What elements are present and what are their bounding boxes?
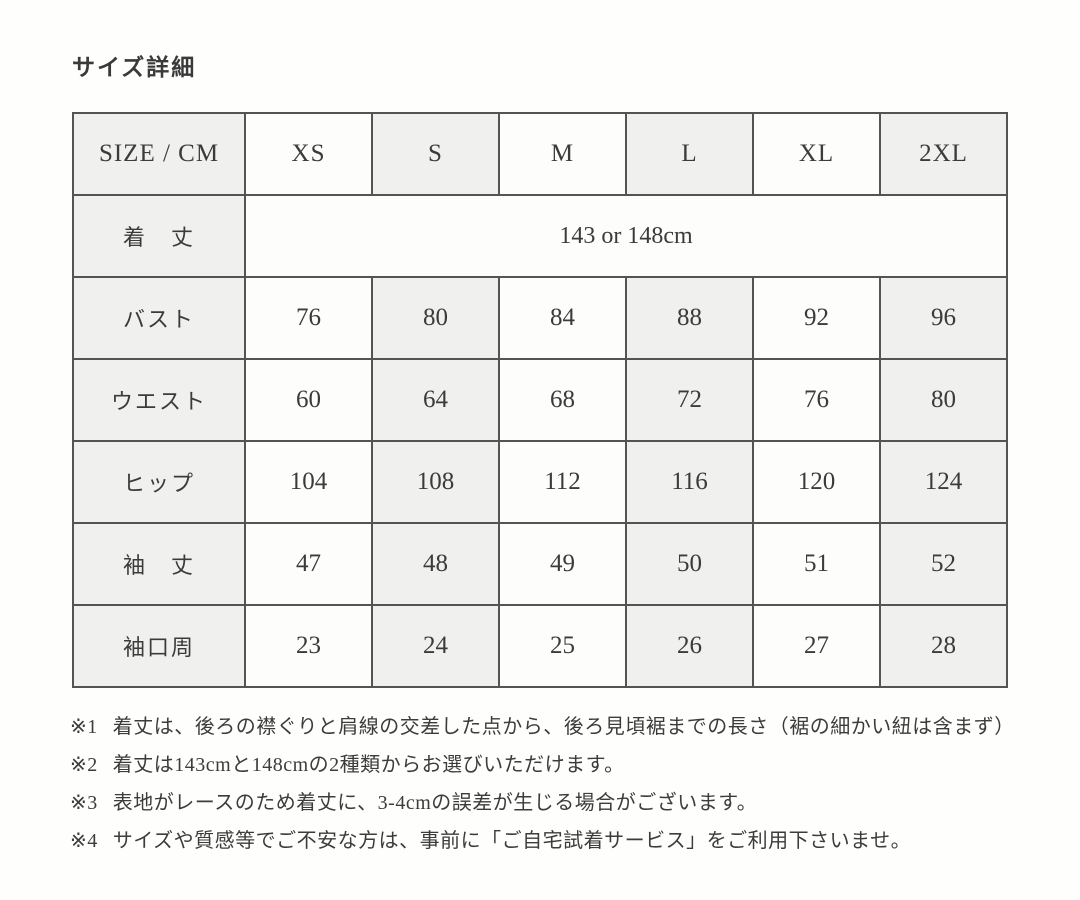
- length-merged-value: 143 or 148cm: [244, 194, 1008, 278]
- cell-cuff-s: 24: [371, 604, 500, 688]
- cell-waist-s: 64: [371, 358, 500, 442]
- table-row-waist: ウエスト 60 64 68 72 76 80: [72, 358, 1008, 442]
- cell-bust-m: 84: [498, 276, 627, 360]
- cell-cuff-2xl: 28: [879, 604, 1008, 688]
- cell-hip-xs: 104: [244, 440, 373, 524]
- cell-cuff-xs: 23: [244, 604, 373, 688]
- header-cell-xs: XS: [244, 112, 373, 196]
- table-row-hip: ヒップ 104 108 112 116 120 124: [72, 440, 1008, 524]
- cell-bust-l: 88: [625, 276, 754, 360]
- header-cell-l: L: [625, 112, 754, 196]
- table-row-sleeve-length: 袖 丈 47 48 49 50 51 52: [72, 522, 1008, 606]
- cell-sleeve-m: 49: [498, 522, 627, 606]
- row-label-length: 着 丈: [72, 194, 246, 278]
- footnote-4: ※4 サイズや質感等でご不安な方は、事前に「ご自宅試着サービス」をご利用下さいま…: [70, 824, 1030, 862]
- row-label-waist: ウエスト: [72, 358, 246, 442]
- footnote-1-marker: ※1: [70, 716, 98, 738]
- footnote-1-text: 着丈は、後ろの襟ぐりと肩線の交差した点から、後ろ見頃裾までの長さ（裾の細かい紐は…: [112, 716, 1015, 738]
- cell-cuff-xl: 27: [752, 604, 881, 688]
- footnote-4-marker: ※4: [70, 830, 98, 852]
- row-label-sleeve-length: 袖 丈: [72, 522, 246, 606]
- cell-hip-l: 116: [625, 440, 754, 524]
- header-cell-size-cm: SIZE / CM: [72, 112, 246, 196]
- footnote-2-marker: ※2: [70, 754, 98, 776]
- header-row: SIZE / CM XS S M L XL 2XL: [72, 112, 1008, 196]
- cell-sleeve-2xl: 52: [879, 522, 1008, 606]
- footnote-3-marker: ※3: [70, 792, 98, 814]
- cell-hip-m: 112: [498, 440, 627, 524]
- cell-sleeve-s: 48: [371, 522, 500, 606]
- footnote-3-text: 表地がレースのため着丈に、3-4cmの誤差が生じる場合がございます。: [112, 792, 758, 814]
- table-row-length: 着 丈 143 or 148cm: [72, 194, 1008, 278]
- page-title: サイズ詳細: [72, 55, 197, 80]
- size-table: SIZE / CM XS S M L XL 2XL 着 丈 143 or 148…: [72, 112, 1008, 688]
- footnote-1: ※1 着丈は、後ろの襟ぐりと肩線の交差した点から、後ろ見頃裾までの長さ（裾の細か…: [70, 710, 1030, 748]
- footnote-2: ※2 着丈は143cmと148cmの2種類からお選びいただけます。: [70, 748, 1030, 786]
- cell-waist-l: 72: [625, 358, 754, 442]
- cell-cuff-l: 26: [625, 604, 754, 688]
- row-label-hip: ヒップ: [72, 440, 246, 524]
- cell-bust-xl: 92: [752, 276, 881, 360]
- header-cell-s: S: [371, 112, 500, 196]
- header-cell-xl: XL: [752, 112, 881, 196]
- header-cell-m: M: [498, 112, 627, 196]
- cell-hip-s: 108: [371, 440, 500, 524]
- footnotes: ※1 着丈は、後ろの襟ぐりと肩線の交差した点から、後ろ見頃裾までの長さ（裾の細か…: [70, 710, 1030, 862]
- row-label-cuff: 袖口周: [72, 604, 246, 688]
- cell-cuff-m: 25: [498, 604, 627, 688]
- cell-bust-s: 80: [371, 276, 500, 360]
- table-row-bust: バスト 76 80 84 88 92 96: [72, 276, 1008, 360]
- row-label-bust: バスト: [72, 276, 246, 360]
- cell-waist-2xl: 80: [879, 358, 1008, 442]
- cell-waist-xl: 76: [752, 358, 881, 442]
- cell-sleeve-xs: 47: [244, 522, 373, 606]
- cell-hip-xl: 120: [752, 440, 881, 524]
- cell-waist-xs: 60: [244, 358, 373, 442]
- footnote-2-text: 着丈は143cmと148cmの2種類からお選びいただけます。: [112, 754, 625, 776]
- cell-sleeve-xl: 51: [752, 522, 881, 606]
- cell-bust-2xl: 96: [879, 276, 1008, 360]
- footnote-3: ※3 表地がレースのため着丈に、3-4cmの誤差が生じる場合がございます。: [70, 786, 1030, 824]
- cell-hip-2xl: 124: [879, 440, 1008, 524]
- cell-bust-xs: 76: [244, 276, 373, 360]
- footnote-4-text: サイズや質感等でご不安な方は、事前に「ご自宅試着サービス」をご利用下さいませ。: [112, 830, 912, 852]
- cell-waist-m: 68: [498, 358, 627, 442]
- table-row-cuff: 袖口周 23 24 25 26 27 28: [72, 604, 1008, 688]
- header-cell-2xl: 2XL: [879, 112, 1008, 196]
- cell-sleeve-l: 50: [625, 522, 754, 606]
